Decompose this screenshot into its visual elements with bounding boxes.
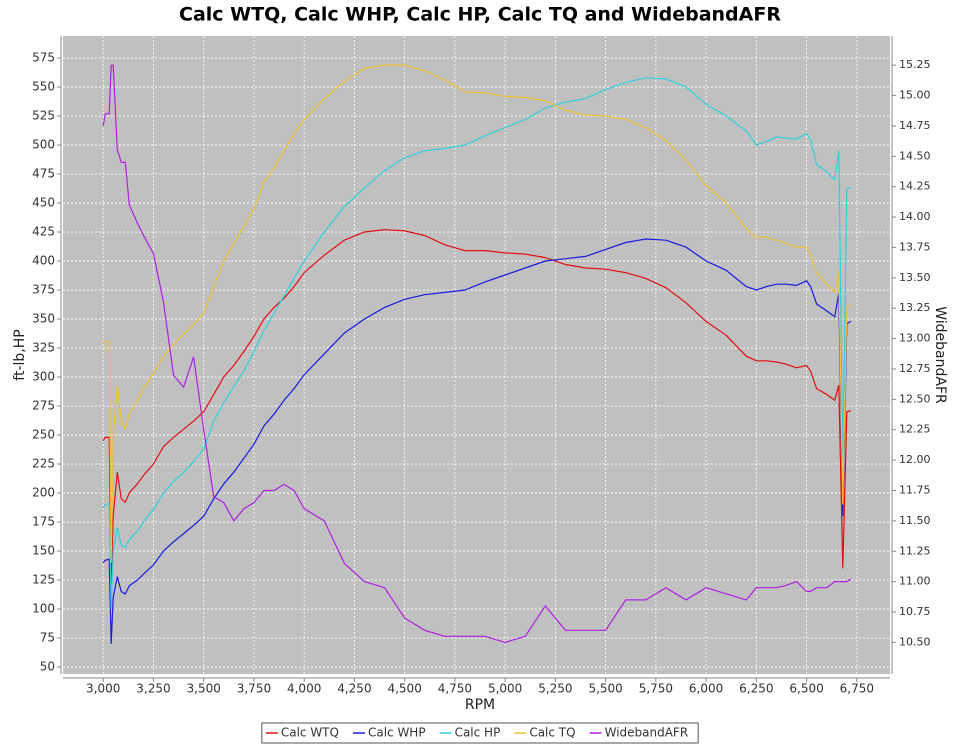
y2-tick-label: 14.75 bbox=[899, 119, 931, 132]
y-tick-label: 225 bbox=[32, 457, 55, 471]
y-tick-label: 475 bbox=[32, 167, 55, 181]
y2-tick-label: 14.50 bbox=[899, 149, 931, 162]
x-tick-label: 4,750 bbox=[438, 682, 472, 696]
x-tick-label: 6,500 bbox=[789, 682, 823, 696]
y-tick-label: 375 bbox=[32, 283, 55, 297]
y-tick-label: 175 bbox=[32, 515, 55, 529]
y-tick-label: 125 bbox=[32, 573, 55, 587]
legend-label: Calc HP bbox=[455, 726, 501, 740]
x-tick-label: 6,000 bbox=[689, 682, 723, 696]
y2-tick-label: 14.00 bbox=[899, 210, 931, 223]
y2-tick-label: 11.00 bbox=[899, 575, 931, 588]
x-tick-label: 4,000 bbox=[287, 682, 321, 696]
y2-tick-label: 12.00 bbox=[899, 453, 931, 466]
y2-tick-label: 13.00 bbox=[899, 332, 931, 345]
y-tick-label: 500 bbox=[32, 138, 55, 152]
x-axis-label: RPM bbox=[465, 697, 495, 713]
x-tick-label: 3,000 bbox=[86, 682, 120, 696]
x-tick-label: 4,500 bbox=[387, 682, 421, 696]
y-tick-label: 325 bbox=[32, 341, 55, 355]
y-tick-label: 350 bbox=[32, 312, 55, 326]
y-tick-label: 400 bbox=[32, 254, 55, 268]
x-tick-label: 4,250 bbox=[337, 682, 371, 696]
y2-tick-label: 12.25 bbox=[899, 423, 931, 436]
series-line bbox=[102, 64, 852, 644]
y2-tick-label: 11.75 bbox=[899, 483, 931, 496]
series-line bbox=[102, 238, 852, 644]
legend-box bbox=[261, 722, 699, 744]
y-tick-label: 575 bbox=[32, 51, 55, 65]
y2-tick-label: 15.25 bbox=[899, 58, 931, 71]
y2-tick-label: 12.50 bbox=[899, 392, 931, 405]
x-tick-label: 5,250 bbox=[538, 682, 572, 696]
y2-tick-label: 11.25 bbox=[899, 544, 931, 557]
y2-tick-label: 13.50 bbox=[899, 271, 931, 284]
y-tick-label: 425 bbox=[32, 225, 55, 239]
y2-tick-label: 15.00 bbox=[899, 89, 931, 102]
series-line bbox=[102, 77, 852, 610]
x-tick-label: 6,750 bbox=[840, 682, 874, 696]
legend-label: Calc WTQ bbox=[281, 726, 339, 740]
legend-label: Calc WHP bbox=[368, 726, 426, 740]
x-tick-label: 6,250 bbox=[739, 682, 773, 696]
y2-tick-label: 10.50 bbox=[899, 635, 931, 648]
y2-tick-label: 10.75 bbox=[899, 605, 931, 618]
y2-axis-label: WidebandAFR bbox=[932, 306, 948, 404]
y-tick-label: 100 bbox=[32, 602, 55, 616]
y-tick-label: 550 bbox=[32, 80, 55, 94]
y2-tick-label: 14.25 bbox=[899, 180, 931, 193]
x-tick-label: 5,750 bbox=[639, 682, 673, 696]
y2-tick-label: 11.50 bbox=[899, 514, 931, 527]
chart-title: Calc WTQ, Calc WHP, Calc HP, Calc TQ and… bbox=[179, 4, 781, 26]
x-tick-label: 3,500 bbox=[187, 682, 221, 696]
y-axis-label: ft-lb,HP bbox=[12, 329, 28, 380]
y-tick-label: 250 bbox=[32, 428, 55, 442]
legend-label: Calc TQ bbox=[529, 726, 575, 740]
y-tick-label: 450 bbox=[32, 196, 55, 210]
series-line bbox=[102, 64, 852, 563]
y2-tick-label: 13.25 bbox=[899, 301, 931, 314]
y-tick-label: 525 bbox=[32, 109, 55, 123]
y2-tick-label: 12.75 bbox=[899, 362, 931, 375]
x-tick-label: 3,250 bbox=[136, 682, 170, 696]
y-tick-label: 300 bbox=[32, 370, 55, 384]
series-line bbox=[102, 229, 851, 586]
x-tick-label: 5,000 bbox=[488, 682, 522, 696]
y-tick-label: 50 bbox=[40, 660, 55, 674]
y2-tick-label: 13.75 bbox=[899, 240, 931, 253]
y-tick-label: 275 bbox=[32, 399, 55, 413]
y-tick-label: 75 bbox=[40, 631, 55, 645]
x-tick-label: 5,500 bbox=[588, 682, 622, 696]
y-tick-label: 200 bbox=[32, 486, 55, 500]
legend-label: WidebandAFR bbox=[605, 726, 689, 740]
plot-area bbox=[63, 36, 890, 674]
x-tick-label: 3,750 bbox=[237, 682, 271, 696]
y-tick-label: 150 bbox=[32, 544, 55, 558]
legend: Calc WTQ Calc WHP Calc HP Calc TQ WidebandAF… bbox=[261, 722, 699, 744]
